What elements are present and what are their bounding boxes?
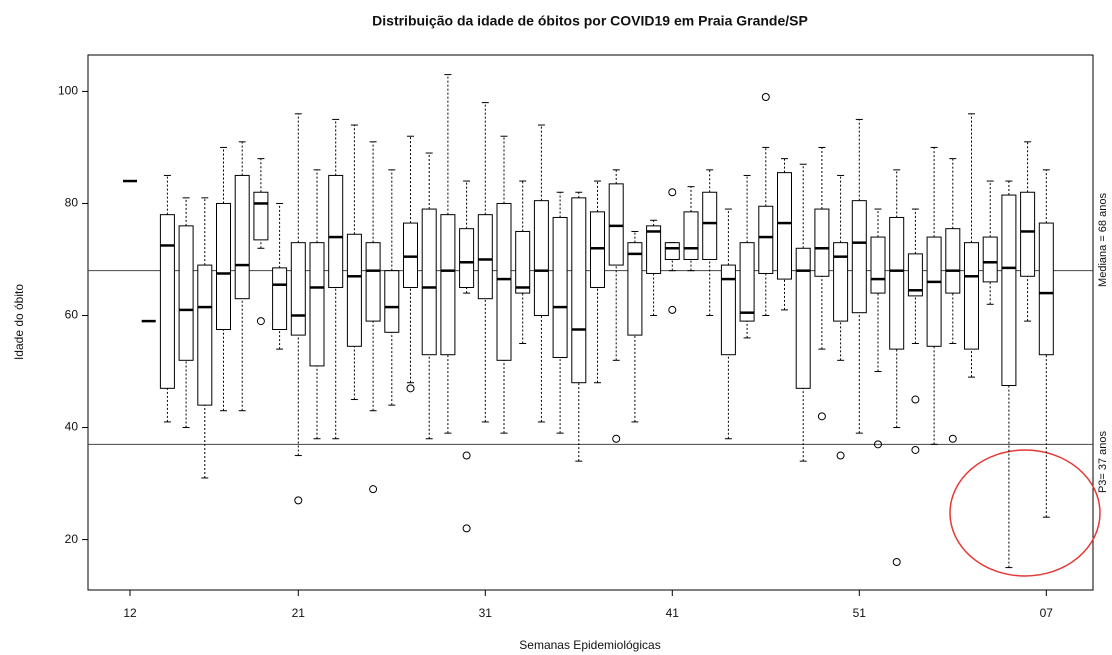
box bbox=[1038, 222, 1054, 356]
x-tick-label: 31 bbox=[479, 606, 493, 620]
outlier bbox=[462, 451, 471, 460]
box bbox=[459, 228, 475, 288]
box bbox=[739, 242, 755, 322]
x-tick-label: 41 bbox=[666, 606, 680, 620]
outlier bbox=[668, 188, 677, 197]
box bbox=[234, 174, 250, 300]
outlier bbox=[911, 445, 920, 454]
y-tick-label: 40 bbox=[65, 420, 79, 434]
box bbox=[664, 242, 680, 260]
x-tick-label: 51 bbox=[853, 606, 867, 620]
box bbox=[421, 208, 437, 356]
box bbox=[777, 172, 792, 280]
chart-title: Distribuição da idade de óbitos por COVI… bbox=[372, 13, 808, 29]
outlier bbox=[911, 395, 920, 404]
box bbox=[702, 191, 718, 260]
outlier bbox=[892, 557, 901, 566]
reference-label: P3= 37 anos bbox=[1097, 430, 1109, 493]
outlier bbox=[668, 305, 677, 314]
x-tick-label: 21 bbox=[292, 606, 306, 620]
box bbox=[590, 211, 605, 288]
y-axis-label: Idade do óbito bbox=[12, 284, 26, 360]
box bbox=[571, 197, 587, 384]
x-tick-label: 12 bbox=[123, 606, 137, 620]
box bbox=[328, 174, 344, 288]
box bbox=[608, 183, 624, 266]
box bbox=[496, 202, 512, 361]
box bbox=[720, 264, 736, 356]
box bbox=[477, 214, 493, 300]
box bbox=[1020, 191, 1036, 277]
outlier bbox=[406, 384, 415, 393]
box bbox=[870, 236, 886, 294]
outlier bbox=[256, 317, 265, 326]
box bbox=[758, 205, 774, 274]
box bbox=[346, 233, 362, 347]
outlier bbox=[294, 496, 303, 505]
box bbox=[926, 236, 942, 347]
box bbox=[683, 211, 699, 260]
box bbox=[159, 214, 175, 389]
box bbox=[533, 200, 549, 316]
y-tick-label: 60 bbox=[65, 308, 79, 322]
outlier bbox=[948, 434, 957, 443]
y-tick-label: 80 bbox=[65, 196, 79, 210]
box bbox=[272, 267, 288, 331]
y-tick-label: 100 bbox=[58, 84, 78, 98]
y-tick-label: 20 bbox=[65, 532, 79, 546]
box bbox=[309, 242, 325, 367]
box bbox=[384, 270, 400, 333]
x-axis-label: Semanas Epidemiológicas bbox=[519, 638, 660, 652]
box bbox=[290, 242, 306, 336]
outlier bbox=[836, 451, 845, 460]
box bbox=[627, 242, 643, 336]
plot-frame bbox=[87, 54, 1094, 591]
box bbox=[964, 242, 979, 350]
x-tick-label: 07 bbox=[1040, 606, 1054, 620]
outlier bbox=[817, 412, 826, 421]
box bbox=[646, 225, 662, 274]
box bbox=[440, 214, 456, 356]
outlier bbox=[369, 485, 378, 494]
reference-label: Mediana = 68 anos bbox=[1097, 193, 1109, 287]
box bbox=[814, 208, 830, 277]
box bbox=[982, 236, 998, 283]
outlier bbox=[874, 440, 882, 449]
box bbox=[907, 253, 923, 297]
box bbox=[833, 242, 849, 322]
box bbox=[365, 242, 381, 322]
box bbox=[552, 216, 568, 359]
box bbox=[197, 264, 213, 406]
box bbox=[795, 247, 811, 389]
box bbox=[403, 222, 418, 288]
outlier bbox=[462, 524, 471, 533]
box bbox=[178, 225, 194, 361]
box bbox=[253, 191, 269, 241]
outlier bbox=[761, 93, 770, 102]
outlier bbox=[612, 434, 621, 443]
box bbox=[889, 216, 905, 350]
box bbox=[851, 200, 867, 314]
highlight-ellipse bbox=[949, 449, 1101, 577]
box bbox=[945, 228, 961, 294]
box bbox=[1001, 194, 1017, 387]
box bbox=[515, 230, 531, 294]
box bbox=[216, 202, 231, 331]
